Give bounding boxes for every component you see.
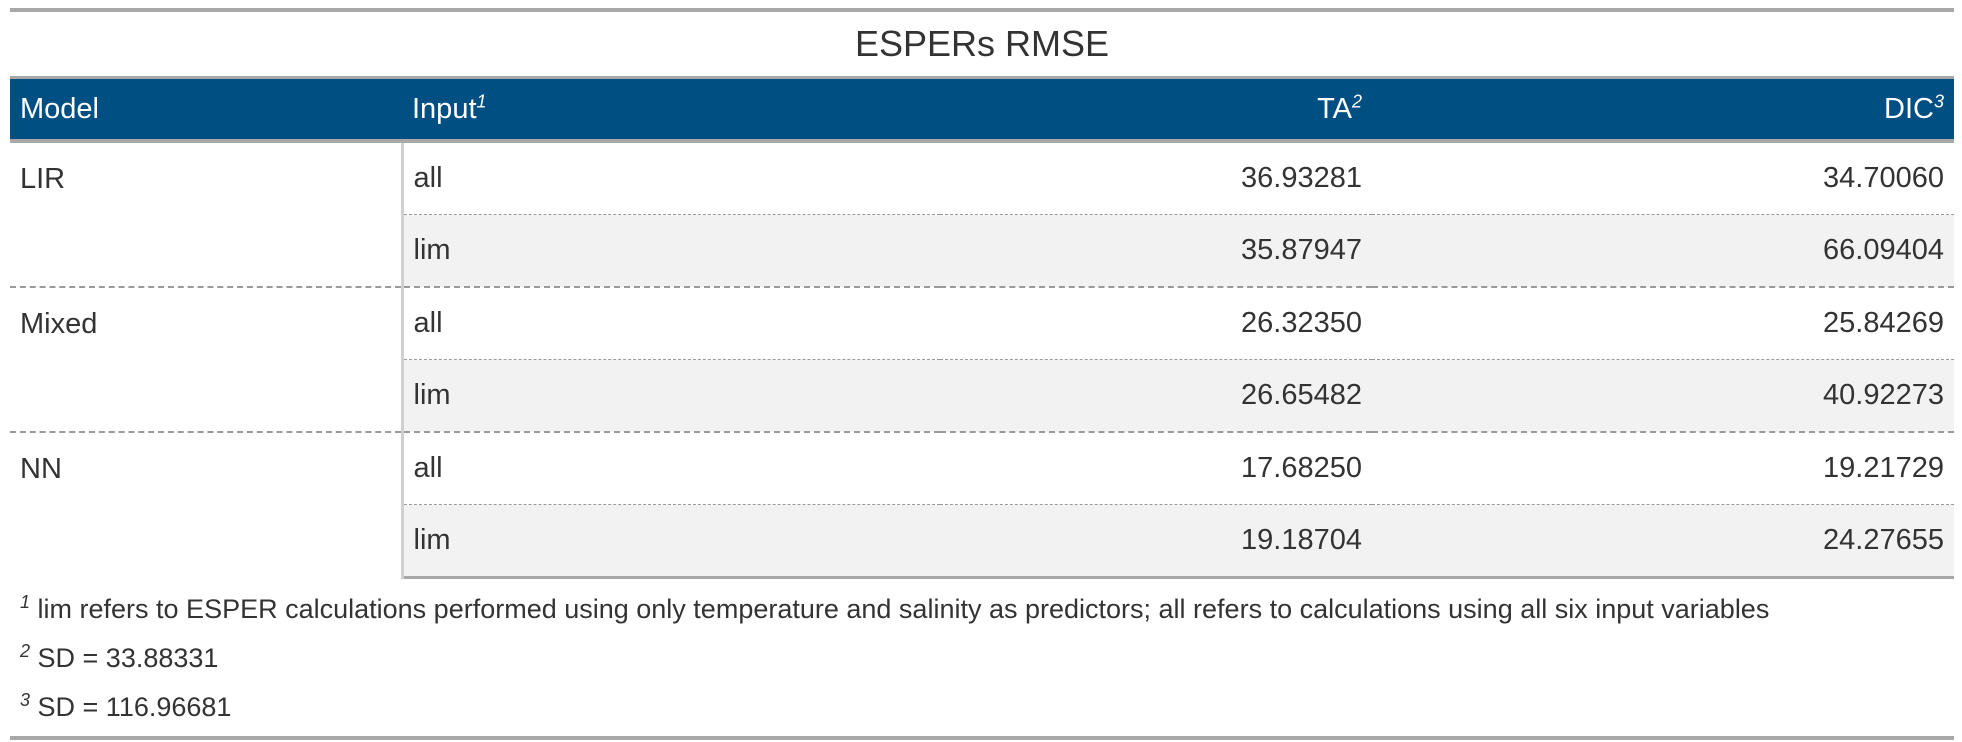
- footnote-mark: 2: [20, 641, 31, 661]
- column-header-dic: DIC3: [1372, 76, 1954, 143]
- input-cell: lim: [402, 504, 940, 579]
- footnote-mark: 3: [20, 690, 31, 710]
- footnote: 2 SD = 33.88331: [10, 634, 1954, 683]
- ta-cell: 36.93281: [940, 141, 1372, 215]
- footnotes: 1 lim refers to ESPER calculations perfo…: [10, 579, 1954, 740]
- footnote-text: SD = 33.88331: [37, 643, 219, 673]
- table-row: lim 35.87947 66.09404: [10, 214, 1954, 287]
- footnote-text: SD = 116.96681: [37, 692, 232, 722]
- footnote-mark: 3: [1933, 90, 1944, 111]
- model-cell: LIR: [10, 141, 404, 287]
- input-cell: lim: [402, 359, 940, 432]
- dic-cell: 66.09404: [1372, 214, 1954, 287]
- footnote-mark: 2: [1351, 90, 1362, 111]
- footnote: 1 lim refers to ESPER calculations perfo…: [10, 585, 1954, 634]
- model-cell: Mixed: [10, 286, 404, 432]
- footnote-mark: 1: [20, 592, 31, 612]
- dic-cell: 40.92273: [1372, 359, 1954, 432]
- ta-cell: 26.32350: [940, 286, 1372, 360]
- column-header-input: Input1: [402, 76, 940, 143]
- header-row: Model Input1 TA2 DIC3: [10, 76, 1954, 143]
- footnote-mark: 1: [476, 90, 487, 111]
- column-header-ta: TA2: [940, 76, 1372, 143]
- column-header-model: Model: [10, 76, 402, 143]
- dic-cell: 25.84269: [1372, 286, 1954, 360]
- dic-cell: 19.21729: [1372, 431, 1954, 505]
- model-cell: NN: [10, 431, 404, 578]
- input-cell: all: [402, 431, 940, 505]
- input-cell: lim: [402, 214, 940, 287]
- footnote-text: lim refers to ESPER calculations perform…: [37, 594, 1770, 624]
- table-container: ESPERs RMSE Model Input1 TA2 DIC3 LIR al…: [10, 8, 1954, 740]
- input-cell: all: [402, 141, 940, 215]
- ta-cell: 26.65482: [940, 359, 1372, 432]
- ta-cell: 35.87947: [940, 214, 1372, 287]
- footnote: 3 SD = 116.96681: [10, 683, 1954, 732]
- ta-cell: 19.18704: [940, 504, 1372, 579]
- table-row: NN all 17.68250 19.21729: [10, 431, 1954, 578]
- dic-cell: 34.70060: [1372, 141, 1954, 215]
- table-row: LIR all 36.93281 34.70060: [10, 141, 1954, 287]
- table-row: lim 26.65482 40.92273: [10, 359, 1954, 432]
- table-title: ESPERs RMSE: [854, 23, 1110, 64]
- ta-cell: 17.68250: [940, 431, 1372, 505]
- table-row: lim 19.18704 24.27655: [10, 504, 1954, 579]
- input-cell: all: [402, 286, 940, 360]
- top-rule: [10, 8, 1954, 12]
- dic-cell: 24.27655: [1372, 504, 1954, 579]
- rmse-table: Model Input1 TA2 DIC3 LIR all 36.93281 3…: [10, 76, 1954, 579]
- table-row: Mixed all 26.32350 25.84269: [10, 286, 1954, 432]
